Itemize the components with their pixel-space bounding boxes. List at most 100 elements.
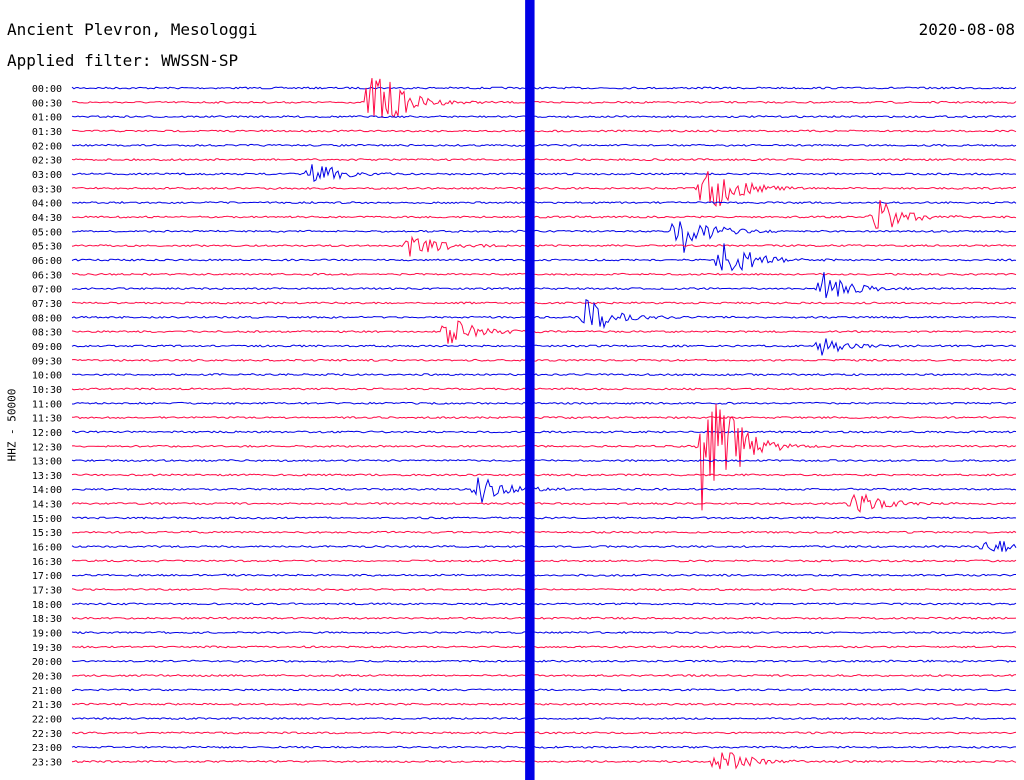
trace-0500 <box>71 221 1017 253</box>
trace-1730 <box>71 588 1017 591</box>
trace-1530 <box>71 530 1017 534</box>
trace-2200 <box>71 716 1017 721</box>
row-label: 07:00 <box>32 285 62 296</box>
row-label: 04:30 <box>32 213 62 224</box>
row-label: 07:30 <box>32 299 62 310</box>
row-label: 04:00 <box>32 199 62 210</box>
row-label: 14:30 <box>32 500 62 511</box>
row-label: 00:30 <box>32 98 62 109</box>
row-label: 18:00 <box>32 600 62 611</box>
trace-1400 <box>71 477 1017 503</box>
row-label: 08:30 <box>32 328 62 339</box>
row-label: 09:00 <box>32 342 62 353</box>
trace-1100 <box>72 401 1017 405</box>
trace-1130 <box>72 416 1017 420</box>
row-label: 13:30 <box>32 471 62 482</box>
row-label: 19:30 <box>32 643 62 654</box>
row-label: 06:00 <box>32 256 62 267</box>
trace-0300 <box>71 164 1017 183</box>
trace-0930 <box>71 358 1017 362</box>
trace-1330 <box>71 473 1017 477</box>
saturated-band <box>525 0 535 780</box>
trace-0030 <box>72 78 1017 118</box>
row-label: 16:00 <box>32 543 62 554</box>
row-label: 22:30 <box>32 729 62 740</box>
trace-0400 <box>71 201 1017 205</box>
row-label: 17:00 <box>32 571 62 582</box>
trace-2000 <box>71 659 1017 663</box>
trace-0530 <box>71 235 1017 257</box>
row-label: 10:00 <box>32 371 62 382</box>
trace-0600 <box>71 243 1017 272</box>
row-label: 23:30 <box>32 758 62 769</box>
trace-0100 <box>71 115 1017 119</box>
trace-2030 <box>71 673 1017 678</box>
row-label: 00:00 <box>32 84 62 95</box>
trace-0200 <box>71 143 1017 147</box>
row-label: 14:00 <box>32 485 62 496</box>
trace-2230 <box>71 731 1017 735</box>
row-label: 05:00 <box>32 227 62 238</box>
row-label: 15:30 <box>32 528 62 539</box>
row-label: 23:00 <box>32 743 62 754</box>
trace-1030 <box>71 387 1017 391</box>
row-label: 21:30 <box>32 700 62 711</box>
row-label: 20:30 <box>32 672 62 683</box>
row-label: 11:00 <box>32 399 62 410</box>
filter-label: Applied filter: WWSSN-SP <box>7 51 239 70</box>
trace-1000 <box>72 373 1017 377</box>
trace-0800 <box>71 299 1016 330</box>
trace-2130 <box>71 702 1017 706</box>
row-label: 06:30 <box>32 270 62 281</box>
row-label: 01:00 <box>32 113 62 124</box>
trace-2300 <box>71 745 1016 749</box>
trace-group <box>71 0 1017 780</box>
trace-2100 <box>71 688 1017 692</box>
trace-2330 <box>71 752 1017 770</box>
trace-0700 <box>71 272 1017 299</box>
row-label: 12:00 <box>32 428 62 439</box>
trace-1230 <box>71 403 1017 511</box>
row-label: 10:30 <box>32 385 62 396</box>
trace-1600 <box>71 540 1017 553</box>
trace-0000 <box>71 86 1017 90</box>
trace-0900 <box>71 338 1017 356</box>
trace-1630 <box>71 559 1017 563</box>
trace-1800 <box>71 602 1017 606</box>
row-label: 15:00 <box>32 514 62 525</box>
trace-1500 <box>71 516 1017 520</box>
row-label: 12:30 <box>32 442 62 453</box>
row-label: 22:00 <box>32 715 62 726</box>
trace-0130 <box>71 129 1017 133</box>
row-label: 16:30 <box>32 557 62 568</box>
row-label: 02:30 <box>32 156 62 167</box>
row-label: 05:30 <box>32 242 62 253</box>
station-title: Ancient Plevron, Mesologgi <box>7 20 258 39</box>
trace-1700 <box>71 573 1016 577</box>
row-label: 09:30 <box>32 356 62 367</box>
trace-0430 <box>71 200 1017 229</box>
row-label: 03:00 <box>32 170 62 181</box>
trace-1200 <box>71 430 1017 434</box>
trace-0830 <box>71 320 1017 344</box>
trace-1300 <box>71 459 1017 463</box>
trace-0730 <box>71 301 1017 305</box>
trace-0330 <box>71 171 1017 207</box>
record-date: 2020-08-08 <box>918 20 1015 39</box>
row-label: 03:30 <box>32 184 62 195</box>
row-label: 01:30 <box>32 127 62 138</box>
trace-1930 <box>71 645 1017 649</box>
row-label: 20:00 <box>32 657 62 668</box>
row-label: 17:30 <box>32 586 62 597</box>
trace-0230 <box>71 158 1017 162</box>
trace-1900 <box>71 630 1017 635</box>
row-label: 02:00 <box>32 141 62 152</box>
row-label: 11:30 <box>32 414 62 425</box>
row-label: 13:00 <box>32 457 62 468</box>
trace-1430 <box>71 493 1017 513</box>
row-label: 18:30 <box>32 614 62 625</box>
row-label: 19:00 <box>32 629 62 640</box>
trace-1830 <box>71 616 1017 620</box>
row-label: 08:00 <box>32 313 62 324</box>
